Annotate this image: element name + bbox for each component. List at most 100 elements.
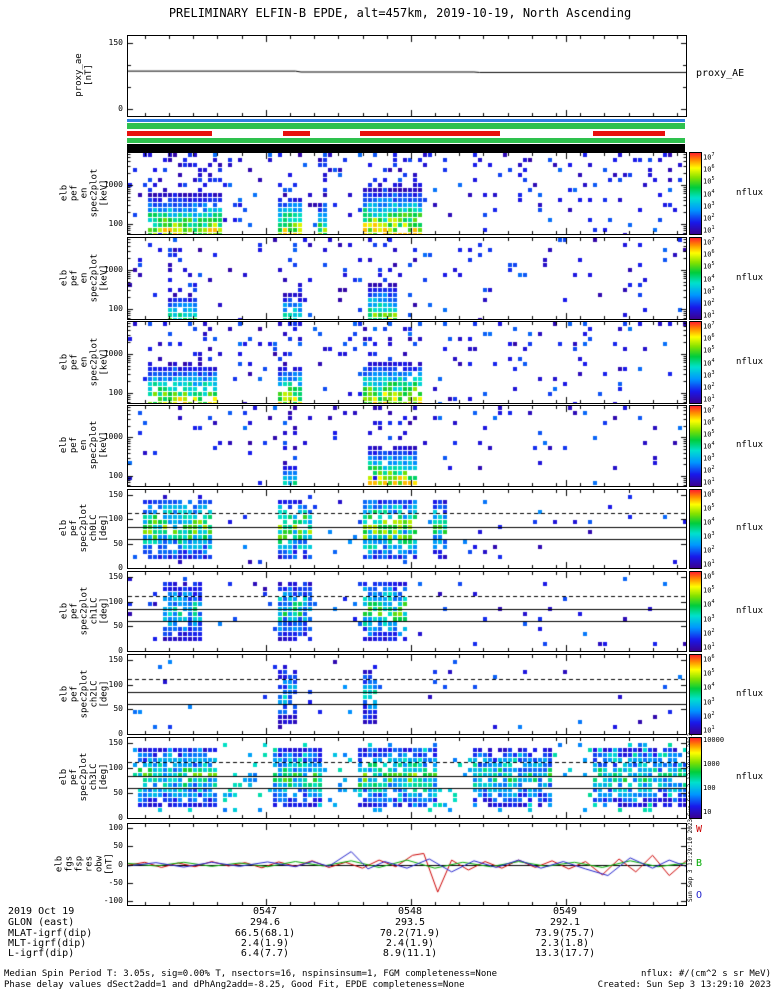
panel-canvas-en0 bbox=[127, 152, 687, 235]
colorbar-en3 bbox=[689, 405, 702, 487]
mlt-value: 2.4(1.9) bbox=[385, 938, 435, 949]
colorbar-tick-label: 102 bbox=[703, 710, 715, 721]
panel-canvas-ch0 bbox=[127, 489, 687, 569]
colorbar-unit-label: nflux bbox=[736, 187, 764, 198]
mlt-value: 2.3(1.8) bbox=[540, 938, 590, 949]
colorbar-tick-label: 10 bbox=[703, 808, 712, 816]
colorbar-tick-label: 102 bbox=[703, 297, 715, 308]
y-tick-label: 0 bbox=[118, 729, 123, 738]
colorbar-tick-label: 107 bbox=[703, 321, 715, 331]
y-tick-label: 0 bbox=[118, 646, 123, 655]
mlt-value: 2.4(1.9) bbox=[240, 938, 290, 949]
colorbar-tick-label: 104 bbox=[703, 517, 715, 527]
y-tick-label: 1000 bbox=[103, 179, 123, 189]
y-tick-label: 1000 bbox=[103, 432, 123, 442]
panel-canvas-ch3 bbox=[127, 737, 687, 819]
footer-created-timestamp: Created: Sun Sep 3 13:29:10 2023 bbox=[597, 980, 771, 990]
panel-right-label: proxy_AE bbox=[696, 68, 745, 79]
mlat-value: 66.5(68.1) bbox=[234, 928, 296, 939]
y-tick-label: 0 bbox=[118, 859, 123, 869]
position-bar-red bbox=[283, 131, 311, 136]
y-tick-label: 100 bbox=[108, 303, 123, 313]
y-axis-label-line: elb bbox=[59, 768, 69, 786]
glon-value: 293.5 bbox=[394, 917, 426, 928]
y-tick-label: 100 bbox=[108, 596, 123, 606]
y-tick-label: 100 bbox=[108, 679, 123, 689]
vertical-timestamp: Sun Sep 3 13:29:10 2023 bbox=[687, 818, 694, 902]
y-tick-label: 50 bbox=[113, 538, 123, 548]
y-tick-label: -50 bbox=[108, 877, 123, 887]
panel-canvas-proxy bbox=[127, 35, 687, 117]
mlt-label: MLT-igrf(dip) bbox=[8, 938, 87, 949]
colorbar-tick-label: 104 bbox=[703, 599, 715, 609]
colorbar-tick-label: 103 bbox=[703, 531, 715, 541]
footer-phase-delay: Phase delay values dSect2add=1 and dPhAn… bbox=[4, 980, 465, 990]
colorbar-tick-label: 106 bbox=[703, 654, 715, 664]
colorbar-tick-label: 103 bbox=[703, 613, 715, 623]
panel-canvas-ch1 bbox=[127, 571, 687, 652]
colorbar-tick-label: 107 bbox=[703, 237, 715, 247]
colorbar-tick-label: 106 bbox=[703, 164, 715, 174]
colorbar-tick-label: 101 bbox=[703, 310, 715, 320]
colorbar-tick-label: 101 bbox=[703, 642, 715, 652]
y-tick-label: 0 bbox=[118, 104, 123, 114]
colorbar-tick-label: 100 bbox=[703, 784, 716, 792]
colorbar-tick-label: 104 bbox=[703, 682, 715, 692]
y-tick-label: 150 bbox=[108, 37, 123, 47]
colorbar-tick-label: 107 bbox=[703, 405, 715, 415]
y-tick-label: 100 bbox=[108, 470, 123, 480]
colorbar-tick-label: 101 bbox=[703, 725, 715, 735]
y-tick-label: 150 bbox=[108, 654, 123, 664]
glon-value: 294.6 bbox=[249, 917, 281, 928]
plot-title: PRELIMINARY ELFIN-B EPDE, alt=457km, 201… bbox=[168, 6, 632, 20]
y-tick-label: 0 bbox=[118, 813, 123, 822]
colorbar-tick-label: 105 bbox=[703, 345, 715, 355]
colorbar-tick-label: 102 bbox=[703, 627, 715, 638]
colorbar-tick-label: 103 bbox=[703, 285, 715, 295]
panel-canvas-ch2 bbox=[127, 654, 687, 735]
y-tick-label: 0 bbox=[118, 563, 123, 572]
colorbar-tick-label: 106 bbox=[703, 417, 715, 427]
colorbar-tick-label: 102 bbox=[703, 545, 715, 555]
colorbar-en1 bbox=[689, 237, 702, 320]
y-axis-label-line: pef bbox=[69, 768, 79, 786]
series-label-B: B bbox=[696, 857, 703, 869]
glon-value: 292.1 bbox=[549, 917, 581, 928]
colorbar-en2 bbox=[689, 321, 702, 404]
colorbar-unit-label: nflux bbox=[736, 356, 764, 367]
colorbar-tick-label: 106 bbox=[703, 489, 715, 499]
colorbar-tick-label: 101 bbox=[703, 559, 715, 569]
colorbar-tick-label: 105 bbox=[703, 585, 715, 595]
colorbar-tick-label: 107 bbox=[703, 152, 715, 162]
colorbar-unit-label: nflux bbox=[736, 688, 764, 699]
colorbar-tick-label: 102 bbox=[703, 212, 715, 223]
y-axis-label-line: fgs bbox=[64, 855, 74, 872]
colorbar-unit-label: nflux bbox=[736, 523, 764, 533]
y-tick-label: 150 bbox=[108, 571, 123, 581]
colorbar-tick-label: 104 bbox=[703, 273, 715, 283]
position-bar-red bbox=[592, 131, 665, 136]
footer-spin-period: Median Spin Period T: 3.05s, sig=0.00% T… bbox=[4, 969, 498, 979]
date-label: 2019 Oct 19 bbox=[8, 906, 75, 917]
y-tick-label: 50 bbox=[113, 841, 123, 851]
y-tick-label: 150 bbox=[108, 738, 123, 747]
series-label-O: O bbox=[696, 890, 703, 901]
lshell-value: 6.4(7.7) bbox=[240, 948, 290, 959]
colorbar-en0 bbox=[689, 152, 702, 235]
colorbar-unit-label: nflux bbox=[736, 272, 764, 283]
glon-label: GLON (east) bbox=[8, 917, 75, 928]
colorbar-tick-label: 105 bbox=[703, 503, 715, 513]
colorbar-tick-label: 104 bbox=[703, 188, 715, 198]
series-label-W: W bbox=[696, 824, 703, 835]
colorbar-tick-label: 105 bbox=[703, 261, 715, 271]
lshell-label: L-igrf(dip) bbox=[8, 948, 75, 959]
y-tick-label: 100 bbox=[108, 387, 123, 397]
colorbar-tick-label: 102 bbox=[703, 381, 715, 392]
position-bar-red bbox=[360, 131, 500, 136]
position-bar-green-upper bbox=[127, 123, 685, 129]
position-bar-red bbox=[127, 131, 212, 136]
lshell-value: 8.9(11.1) bbox=[382, 948, 438, 959]
position-bar-green-lower bbox=[127, 138, 685, 143]
position-bar-blue bbox=[127, 119, 685, 122]
